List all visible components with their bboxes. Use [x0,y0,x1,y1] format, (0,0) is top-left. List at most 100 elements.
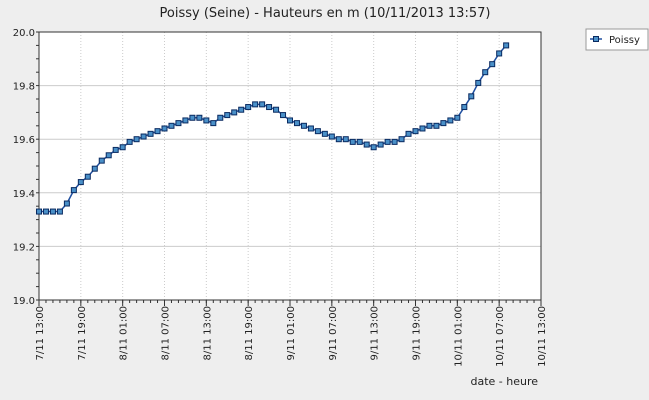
y-tick-label: 19.2 [13,242,35,253]
data-point [384,138,391,145]
plot-border [38,31,542,301]
x-tick-label: 7/11 13:00 [35,306,46,360]
x-tick-label: 9/11 01:00 [286,306,297,360]
data-point [42,208,49,215]
data-point [447,117,454,124]
x-tick-label: 8/11 19:00 [244,306,255,360]
data-point [489,61,496,68]
data-point [210,120,217,127]
data-point [238,106,245,113]
data-point [300,122,307,129]
data-point [307,125,314,132]
y-tick-label: 20.0 [13,28,35,39]
legend: Poissy [585,28,649,51]
y-tick-label: 19.6 [13,135,35,146]
axes [36,31,542,306]
legend-entry-poissy: Poissy [609,35,640,46]
data-point [36,208,42,215]
data-point [77,179,84,186]
data-point [217,114,224,121]
data-point [49,208,56,215]
data-point [161,125,168,132]
data-point [342,136,349,143]
data-point [70,187,77,194]
data-point [391,138,398,145]
data-point [349,138,356,145]
data-point [63,200,70,207]
x-tick-label: 8/11 01:00 [119,306,130,360]
data-point [203,117,210,124]
data-point [405,130,412,137]
data-point [91,165,98,172]
data-point [287,117,293,124]
x-tick-label: 8/11 13:00 [202,306,213,360]
x-tick-label: 9/11 19:00 [412,306,423,360]
data-point [196,114,203,121]
data-point [147,130,154,137]
y-tick-label: 19.4 [13,189,35,200]
x-axis-ticks: 7/11 13:00 7/11 19:00 8/11 01:00 8/11 07:00… [35,306,548,367]
x-axis-label: date - heure [470,375,538,388]
data-point [126,138,133,145]
data-point [293,120,300,127]
data-point [133,136,140,143]
data-point [259,101,266,108]
data-point [328,133,335,140]
data-point [433,122,440,129]
data-point [245,104,252,111]
data-point [119,144,126,151]
x-tick-label: 7/11 19:00 [77,306,88,360]
data-point [356,138,363,145]
data-point [314,128,321,135]
data-point [503,42,510,49]
y-axis-ticks: 19.0 19.2 19.4 19.6 19.8 20.0 [13,28,35,307]
data-point [426,122,433,129]
data-point [140,133,147,140]
x-tick-label: 10/11 07:00 [495,306,506,367]
data-point [321,130,328,137]
data-point [482,69,489,76]
data-point [377,141,384,148]
data-point [105,152,112,159]
data-point [168,122,175,129]
data-point [412,128,419,135]
y-tick-label: 19.8 [13,82,35,93]
data-point [273,106,280,113]
data-point [56,208,63,215]
series-poissy [36,42,510,215]
data-point [461,104,468,111]
data-point [370,144,377,151]
data-point [252,101,259,108]
data-point [419,125,426,132]
data-point [440,120,447,127]
x-tick-label: 8/11 07:00 [161,306,172,360]
legend-box [585,28,649,51]
data-point [175,120,182,127]
data-point [468,93,475,100]
data-point [266,104,273,111]
data-point [496,50,503,57]
x-tick-label: 9/11 13:00 [370,306,381,360]
data-point [398,136,405,143]
data-point [182,117,189,124]
x-tick-label: 10/11 13:00 [537,306,548,367]
chart-title: Poissy (Seine) - Hauteurs en m (10/11/20… [160,6,491,21]
data-point [363,141,370,148]
data-point [154,128,161,135]
data-point [98,157,105,164]
data-point [280,112,287,119]
x-tick-label: 10/11 01:00 [453,306,464,367]
y-tick-label: 19.0 [13,296,35,307]
legend-swatch-marker [593,36,599,42]
data-point [112,146,119,153]
data-point [454,114,461,121]
data-point [335,136,342,143]
plot-area [39,32,541,300]
x-tick-label: 9/11 07:00 [328,306,339,360]
data-point [84,173,91,180]
data-point [224,112,231,119]
data-point [189,114,196,121]
data-point [231,109,238,116]
data-point [475,79,482,86]
